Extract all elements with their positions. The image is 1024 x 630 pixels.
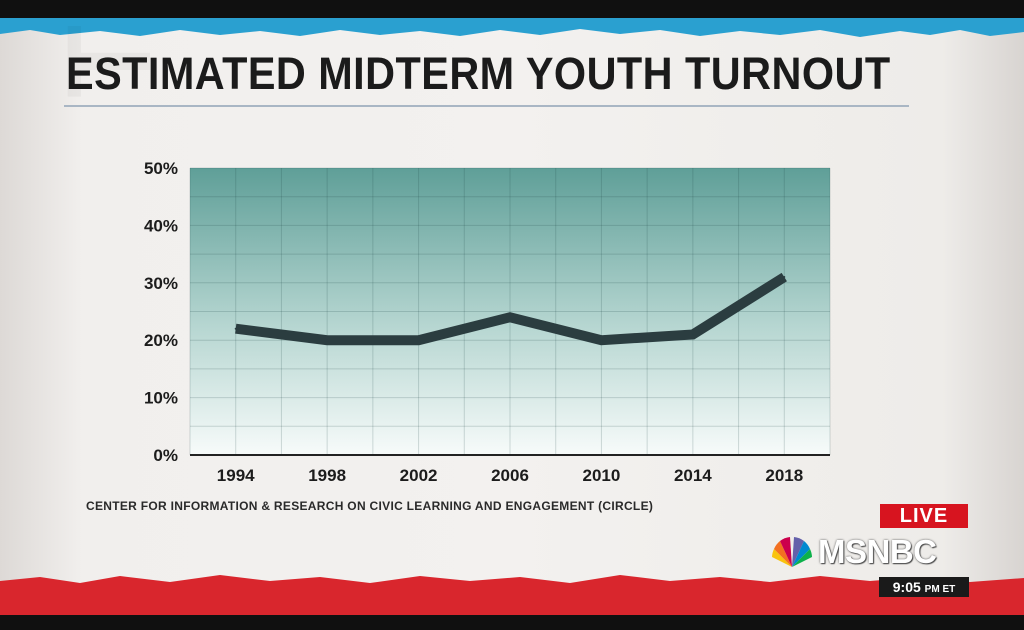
data-point xyxy=(783,276,786,279)
data-point xyxy=(509,316,511,319)
network-logo: MSNBC xyxy=(768,533,937,571)
data-point xyxy=(600,339,603,342)
x-tick-label: 2006 xyxy=(491,466,529,485)
y-tick-label: 10% xyxy=(144,389,178,408)
x-tick-label: 2018 xyxy=(765,466,803,485)
y-tick-label: 30% xyxy=(144,274,178,293)
series-group xyxy=(234,272,787,346)
data-point xyxy=(691,333,694,336)
line-chart: 0% 10% 20% 30% 40% 50% 1994 1998 2002 2006 2010 20… xyxy=(144,159,831,485)
chart-title: ESTIMATED MIDTERM YOUTH TURNOUT xyxy=(66,48,891,99)
broadcast-screen: THE ESTIMATED MIDTERM YOUTH TURNOUT 0%10… xyxy=(0,18,1024,615)
x-tick-label: 2014 xyxy=(674,466,712,485)
x-tick-label: 1994 xyxy=(217,466,255,485)
clock-badge: 9:05 PM ET xyxy=(879,577,969,597)
x-tick-label: 1998 xyxy=(308,466,346,485)
title-divider xyxy=(64,105,909,107)
source-credit: CENTER FOR INFORMATION & RESEARCH ON CIV… xyxy=(86,499,654,513)
bottom-band xyxy=(0,575,1024,615)
y-tick-label: 0% xyxy=(153,446,178,465)
data-point xyxy=(234,327,237,330)
data-point xyxy=(326,339,329,342)
peacock-icon xyxy=(772,537,812,567)
x-axis-ticks: 1994 1998 2002 2006 2010 2014 2018 xyxy=(217,466,803,485)
network-name: MSNBC xyxy=(818,533,937,570)
data-point xyxy=(417,339,420,342)
y-tick-label: 20% xyxy=(144,331,178,350)
y-tick-label: 50% xyxy=(144,159,178,178)
top-band xyxy=(0,18,1024,37)
clock-time: 9:05 xyxy=(892,579,921,595)
live-badge: LIVE xyxy=(880,504,968,528)
x-tick-label: 2002 xyxy=(400,466,438,485)
clock-suffix: PM ET xyxy=(924,584,956,595)
x-tick-label: 2010 xyxy=(583,466,621,485)
y-tick-label: 40% xyxy=(144,216,178,235)
y-axis-ticks: 0% 10% 20% 30% 40% 50% xyxy=(144,159,178,465)
